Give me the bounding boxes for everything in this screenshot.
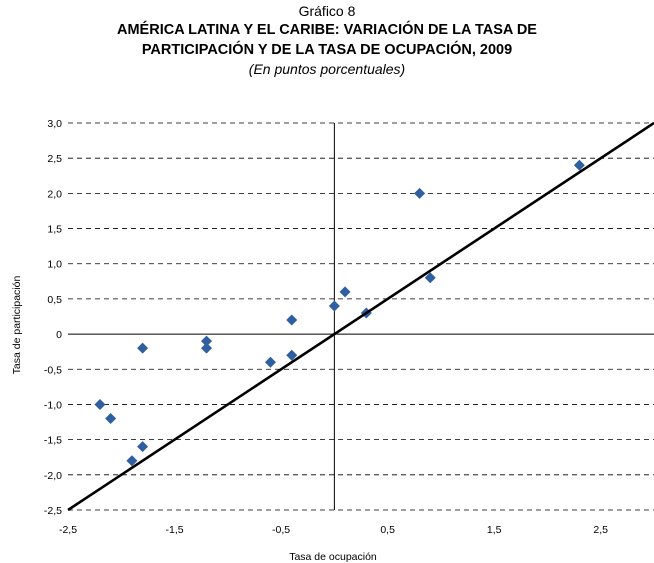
data-point	[137, 342, 149, 354]
data-point	[264, 356, 276, 368]
data-point	[286, 349, 298, 361]
data-point	[286, 314, 298, 326]
x-tick-label: 2,5	[593, 524, 608, 536]
chart-subtitle: (En puntos porcentuales)	[248, 61, 406, 77]
grid-lines	[68, 122, 654, 511]
y-tick-label: 1,5	[47, 224, 62, 236]
data-point	[573, 159, 585, 171]
y-tick-label: -1,0	[44, 399, 62, 411]
data-point	[94, 398, 106, 410]
trend-line	[67, 121, 654, 512]
data-point	[328, 300, 340, 312]
tick-labels: 3,0 2,5 2,0 1,5 1,0 0,5 0 -0,5 -1,0 -1,5 -2,0 -2,5 -…	[44, 118, 608, 536]
y-tick-label: 3,0	[47, 118, 62, 130]
y-tick-label: -1,5	[44, 435, 62, 447]
y-tick-label: -2,5	[44, 505, 62, 517]
data-point	[201, 342, 213, 354]
y-tick-label: -2,0	[44, 470, 62, 482]
y-tick-label: 1,0	[47, 259, 62, 271]
x-tick-label: 0,5	[380, 524, 395, 536]
chart-header: Gráfico 8 AMÉRICA LATINA Y EL CARIBE: VA…	[0, 0, 654, 78]
data-point	[414, 187, 426, 199]
y-tick-label: 2,5	[47, 153, 62, 165]
chart-title-line1: AMÉRICA LATINA Y EL CARIBE: VARIACIÓN DE…	[117, 22, 537, 38]
reference-line	[67, 121, 654, 512]
data-points	[94, 159, 585, 467]
figure-label: Gráfico 8	[298, 3, 356, 19]
x-tick-label: 1,5	[487, 524, 502, 536]
x-tick-label: -1,5	[165, 524, 183, 536]
axes	[68, 123, 654, 510]
x-axis-label: Tasa de ocupación	[289, 551, 377, 563]
y-tick-label: -0,5	[44, 364, 62, 376]
data-point	[339, 286, 351, 298]
data-point	[201, 335, 213, 347]
x-tick-label: -0,5	[272, 524, 290, 536]
y-tick-label: 0	[56, 329, 62, 341]
y-tick-label: 0,5	[47, 294, 62, 306]
x-tick-label: -2,5	[59, 524, 77, 536]
data-point	[424, 272, 436, 284]
y-axis-label: Tasa de participación	[11, 276, 23, 375]
data-point	[137, 441, 149, 453]
y-tick-label: 2,0	[47, 188, 62, 200]
chart-title-line2: PARTICIPACIÓN Y DE LA TASA DE OCUPACIÓN,…	[141, 42, 513, 58]
data-point	[105, 413, 117, 425]
data-point	[126, 455, 138, 467]
